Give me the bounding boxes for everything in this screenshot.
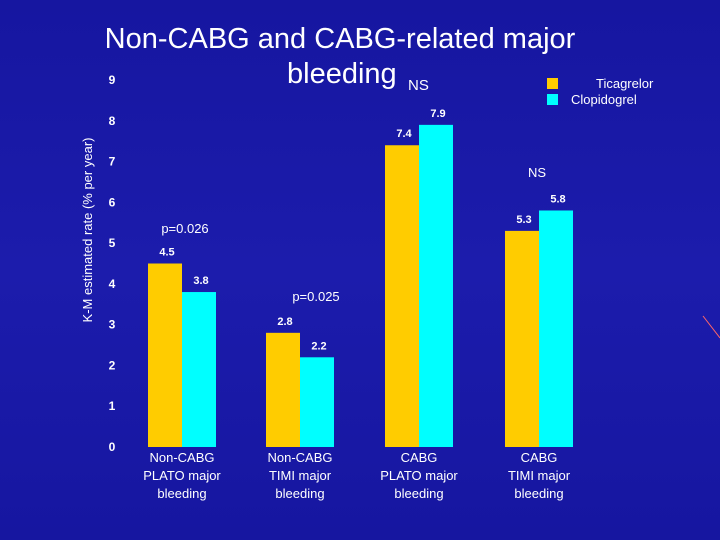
y-tick-label: 7	[109, 155, 116, 169]
legend-swatch-ticagrelor	[547, 78, 558, 89]
bar-clopidogrel-2	[419, 124, 453, 447]
category-labels: Non-CABG PLATO major bleeding Non-CABG TIMI …	[143, 450, 570, 501]
y-axis-ticks: 0 1 2 3 4 5 6 7 8 9	[109, 73, 116, 454]
category-label: Non-CABG PLATO major bleeding	[143, 450, 221, 501]
data-label: 7.9	[430, 108, 445, 120]
y-tick-label: 5	[109, 236, 116, 250]
annotation-ns-cabg: NS	[528, 165, 546, 180]
legend-label-ticagrelor: Ticagrelor	[596, 76, 654, 91]
annotation-p-value-timi: p=0.025	[292, 289, 339, 304]
legend-label-clopidogrel: Clopidogrel	[571, 92, 637, 107]
data-label: 5.8	[550, 193, 565, 205]
bar-clopidogrel-0	[182, 292, 216, 447]
y-tick-label: 6	[109, 195, 116, 209]
bar-clopidogrel-3	[539, 210, 573, 447]
category-label: Non-CABG TIMI major bleeding	[267, 450, 332, 501]
chart-title-ns: NS	[408, 77, 429, 94]
decorative-line	[702, 315, 720, 339]
legend-swatch-clopidogrel	[547, 94, 558, 105]
bar-ticagrelor-1	[266, 332, 300, 447]
data-label: 2.2	[311, 340, 326, 352]
chart-title-line2: bleeding	[287, 58, 397, 90]
bar-clopidogrel-1	[300, 357, 334, 447]
bars: 4.5 3.8 2.8 2.2 7.4 7.9 5.3 5.8	[148, 108, 573, 447]
y-tick-label: 4	[109, 277, 116, 291]
y-tick-label: 2	[109, 358, 116, 372]
y-tick-label: 8	[109, 114, 116, 128]
category-label: CABG TIMI major bleeding	[508, 450, 571, 501]
annotation-p-value-plato: p=0.026	[161, 221, 208, 236]
y-tick-label: 1	[109, 399, 116, 413]
bar-ticagrelor-0	[148, 263, 182, 447]
data-label: 2.8	[277, 316, 292, 328]
bar-ticagrelor-2	[385, 145, 419, 447]
data-label: 7.4	[396, 128, 412, 140]
y-axis-label: K-M estimated rate (% per year)	[80, 138, 95, 323]
y-tick-label: 3	[109, 318, 116, 332]
data-label: 5.3	[516, 214, 531, 226]
y-tick-label: 0	[109, 440, 116, 454]
y-tick-label: 9	[109, 73, 116, 87]
data-label: 3.8	[193, 275, 208, 287]
data-label: 4.5	[159, 247, 174, 259]
category-label: CABG PLATO major bleeding	[380, 450, 458, 501]
legend: Ticagrelor Clopidogrel	[547, 76, 654, 107]
chart-title-line1: Non-CABG and CABG-related major	[105, 23, 576, 55]
bar-ticagrelor-3	[505, 230, 539, 447]
